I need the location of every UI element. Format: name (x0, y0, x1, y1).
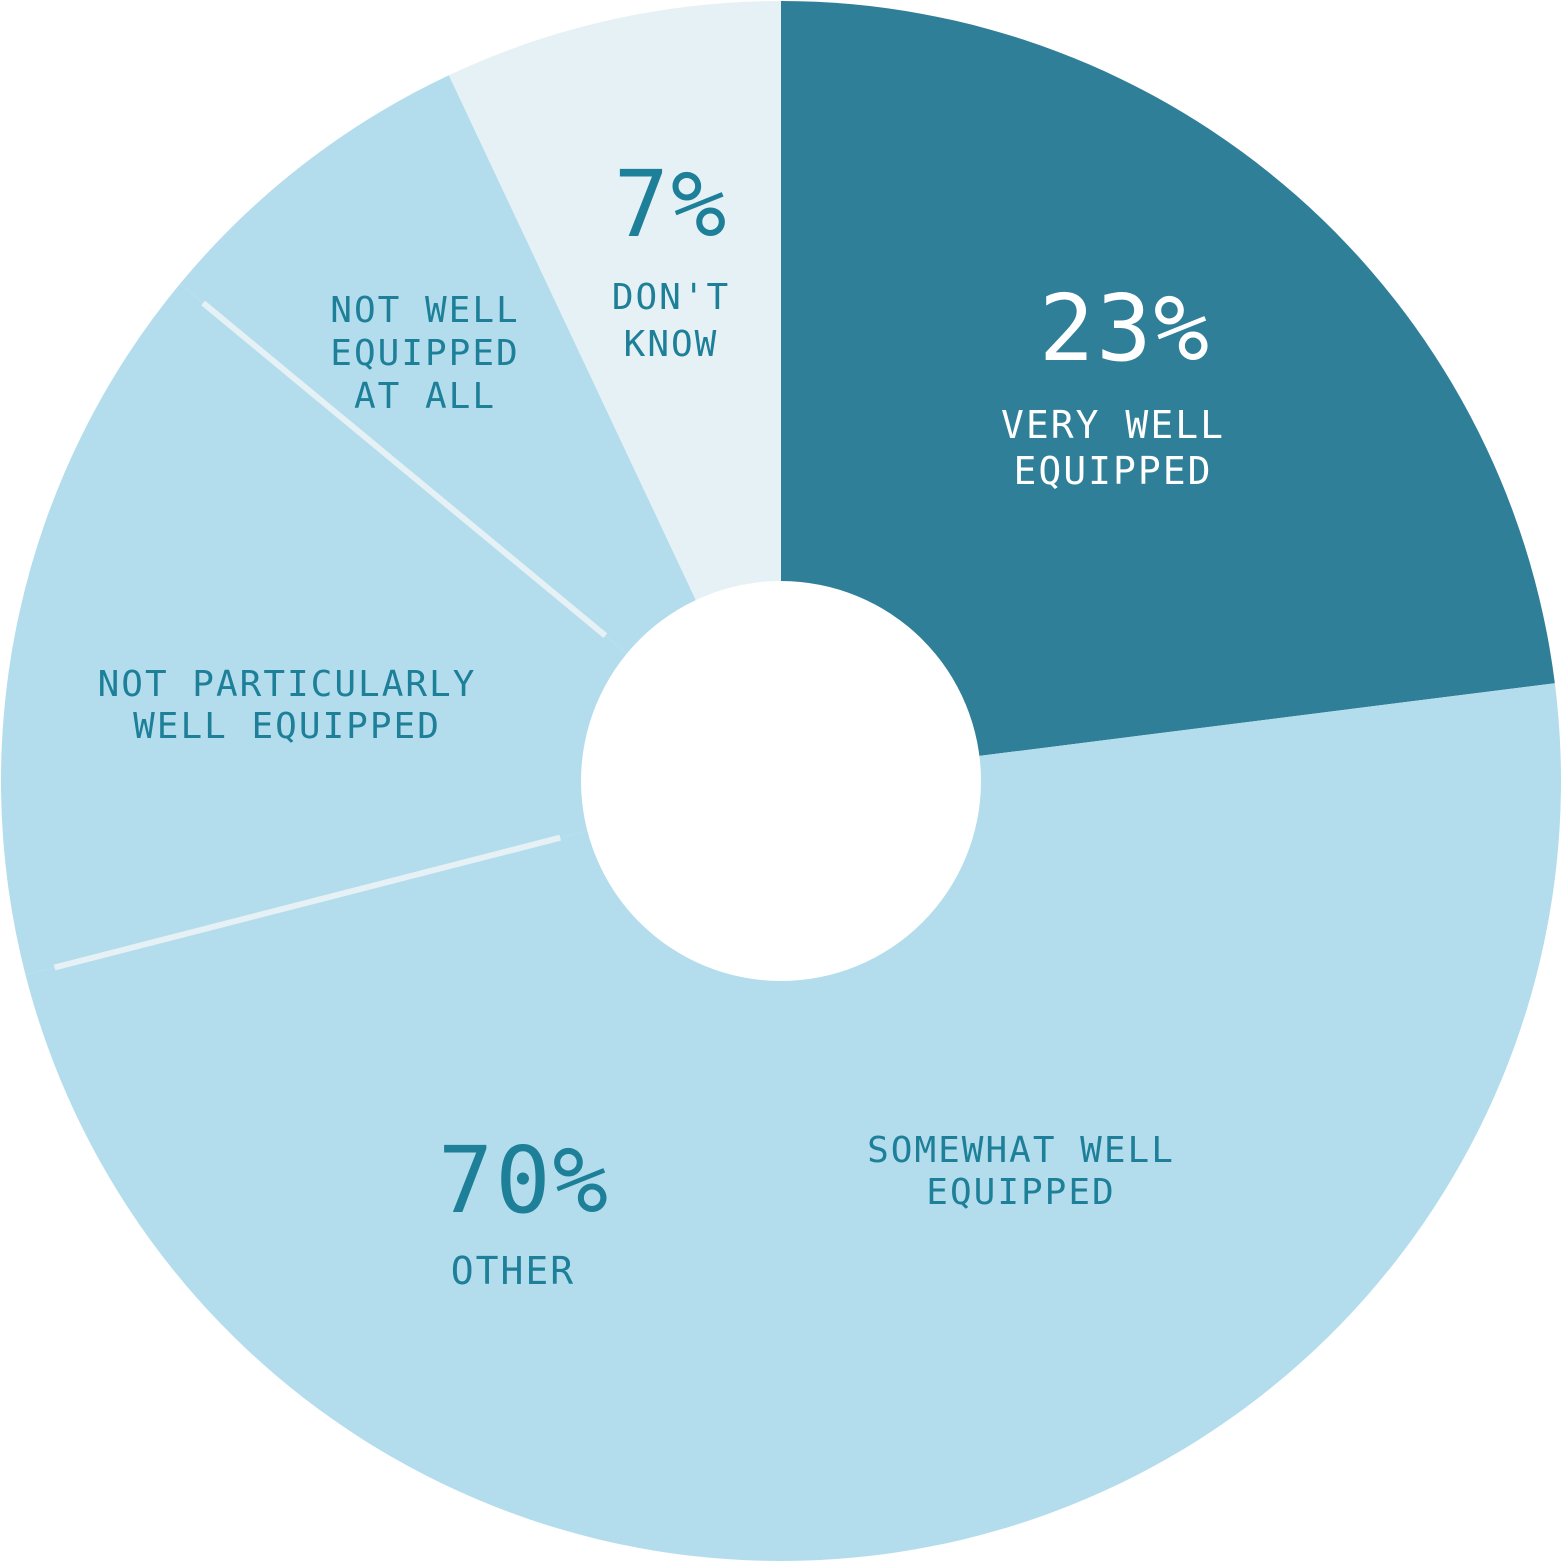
label-somewhat-line2: EQUIPPED (926, 1172, 1115, 1213)
label-dont-know-line2: KNOW (624, 324, 719, 365)
label-dont-know-line1: DON'T (612, 277, 730, 318)
label-not-particularly-line2: WELL EQUIPPED (133, 706, 441, 747)
label-dont-know-pct: 7% (614, 151, 729, 258)
label-very-well-line1: VERY WELL (1001, 403, 1225, 447)
label-other-line1: OTHER (451, 1249, 575, 1293)
group-divider-line (53, 834, 561, 971)
group-divider-line (201, 300, 608, 638)
dividers-group (53, 300, 608, 971)
label-somewhat-line1: SOMEWHAT WELL (867, 1130, 1175, 1171)
slice-not-well-equipped-at-all (179, 75, 782, 781)
label-other-pct: 70% (438, 1127, 610, 1234)
label-not-well-line3: AT ALL (354, 376, 496, 417)
donut-hole (581, 581, 981, 981)
label-very-well-pct: 23% (1039, 275, 1211, 382)
label-not-particularly-line1: NOT PARTICULARLY (98, 664, 477, 705)
slice-very-well-equipped (781, 1, 1555, 781)
label-not-well-line1: NOT WELL (330, 290, 519, 331)
label-very-well-line2: EQUIPPED (1013, 449, 1212, 493)
slice-somewhat-well-equipped (25, 683, 1562, 1562)
slice-don-t-know (448, 1, 781, 781)
label-not-well-line2: EQUIPPED (330, 333, 519, 374)
